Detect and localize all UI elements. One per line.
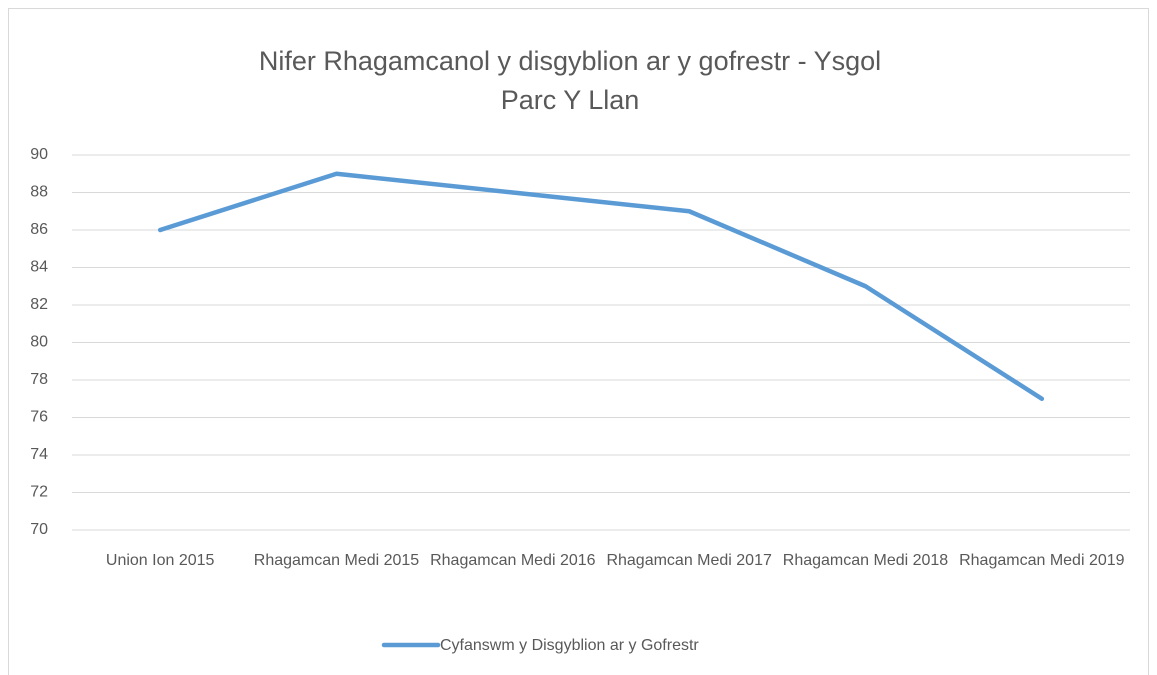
chart-title: Nifer Rhagamcanol y disgyblion ar y gofr…	[258, 46, 882, 115]
x-tick-label: Rhagamcan Medi 2015	[253, 552, 420, 569]
y-tick-label: 80	[30, 334, 48, 351]
y-tick-label: 84	[30, 259, 48, 276]
legend-label: Cyfanswm y Disgyblion ar y Gofrestr	[440, 637, 699, 654]
y-tick-label: 74	[30, 446, 48, 463]
x-tick-label: Rhagamcan Medi 2019	[959, 552, 1125, 569]
x-tick-label: Rhagamcan Medi 2016	[430, 552, 596, 569]
y-tick-label: 86	[30, 221, 48, 238]
x-tick-label: Rhagamcan Medi 2017	[606, 552, 772, 569]
x-tick-label: Union Ion 2015	[105, 552, 215, 569]
y-tick-label: 70	[30, 521, 48, 538]
y-tick-label: 82	[30, 296, 48, 313]
x-tick-label: Rhagamcan Medi 2018	[782, 552, 949, 569]
line	[157, 171, 1045, 401]
chart-border	[8, 8, 1149, 675]
y-tick-label: 88	[30, 184, 48, 201]
y-tick-label: 72	[30, 484, 48, 501]
y-tick-label: 78	[30, 371, 48, 388]
y-tick-label: 90	[30, 146, 48, 163]
y-tick-label: 76	[30, 409, 48, 426]
